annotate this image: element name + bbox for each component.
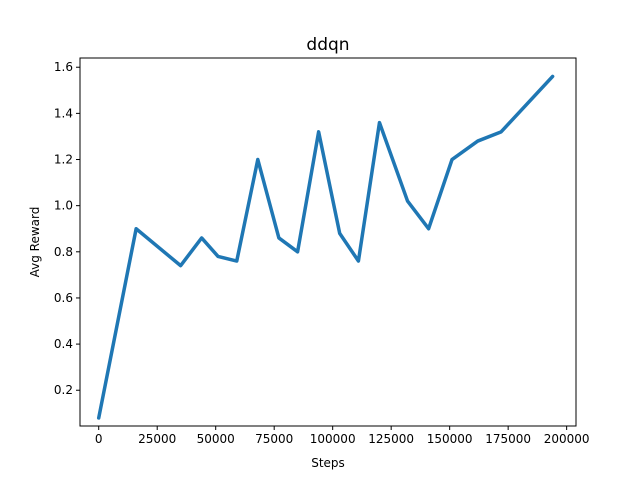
x-tick-label: 75000 (255, 432, 293, 446)
x-tick-label: 50000 (197, 432, 235, 446)
x-tick-label: 25000 (138, 432, 176, 446)
y-tick-label: 0.6 (54, 291, 73, 305)
y-axis-label: Avg Reward (28, 207, 42, 278)
x-tick-label: 0 (95, 432, 103, 446)
y-tick-label: 0.2 (54, 383, 73, 397)
y-tick-label: 1.4 (54, 106, 73, 120)
y-tick-label: 0.8 (54, 245, 73, 259)
plot-frame (79, 57, 577, 427)
plot-area (96, 74, 555, 420)
x-axis: 0 25000 50000 75000 100000 125000 150000 175000… (95, 426, 590, 446)
x-tick-label: 125000 (368, 432, 414, 446)
x-axis-label: Steps (311, 456, 345, 470)
chart-title: ddqn (306, 35, 349, 55)
x-tick-label: 175000 (485, 432, 531, 446)
series-line-0 (96, 74, 555, 420)
y-tick-label: 1.2 (54, 153, 73, 167)
x-tick-label: 200000 (544, 432, 590, 446)
y-tick-label: 1.0 (54, 199, 73, 213)
x-tick-label: 150000 (427, 432, 473, 446)
y-tick-label: 0.4 (54, 337, 73, 351)
y-axis: 0.2 0.4 0.6 0.8 1.0 1.2 1.4 1.6 (54, 60, 80, 397)
y-tick-label: 1.6 (54, 60, 73, 74)
x-tick-label: 100000 (310, 432, 356, 446)
